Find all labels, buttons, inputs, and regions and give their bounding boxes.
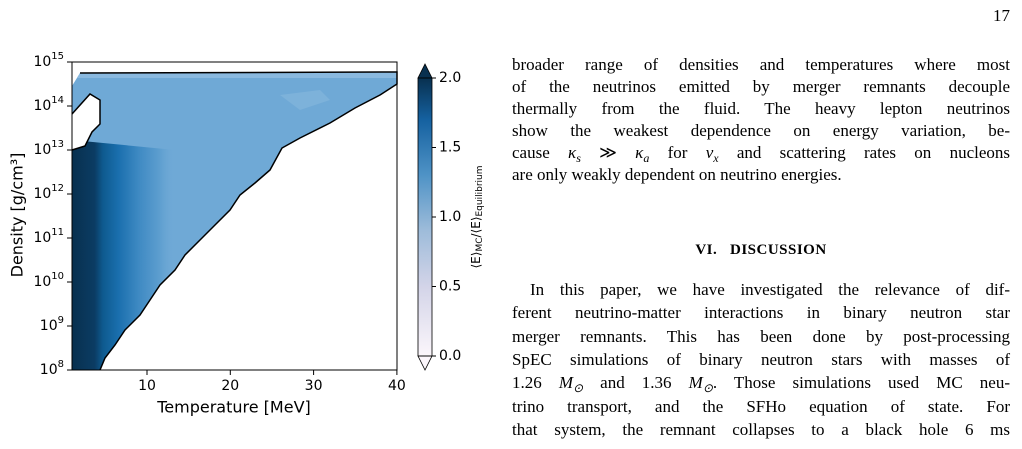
text-span: cause <box>512 143 569 162</box>
text-line: are only weakly dependent on neutrino en… <box>512 165 1010 185</box>
y-tick-label: 109 <box>40 315 64 334</box>
figure: Temperature [MeV] Density [g/cm³] ⟨E⟩MC/… <box>8 51 485 417</box>
text-line: 1.26 M⊙ and 1.36 M⊙. Those simulations u… <box>512 373 1010 398</box>
text-span: merger remnants. This has been done by p… <box>512 326 1010 346</box>
y-tick-label: 108 <box>40 359 64 378</box>
tick-base: 10 <box>33 274 51 290</box>
colorbar-tick-label: 0.0 <box>439 348 461 364</box>
text-span: In this paper, we have investigated the … <box>530 280 1010 299</box>
tick-exp: 14 <box>51 95 64 106</box>
section-title: DISCUSSION <box>729 242 827 258</box>
text-line: that system, the remnant collapses to a … <box>512 420 1010 440</box>
boundary <box>71 93 101 151</box>
colorbar <box>418 78 432 356</box>
text-line: SpEC simulations of binary neutron stars… <box>512 350 1010 370</box>
tick-exp: 10 <box>51 271 64 282</box>
y-tick-label: 1012 <box>33 183 64 202</box>
text-span: ⊙ <box>702 381 713 396</box>
text-line: In this paper, we have investigated the … <box>512 280 1010 300</box>
label-part: /⟨E⟩ <box>469 216 483 237</box>
text-line: of the neutrinos emitted by merger remna… <box>512 77 1010 97</box>
colorbar-tick-label: 1.5 <box>439 140 461 156</box>
x-tick-label: 40 <box>388 378 406 394</box>
text-span: that system, the remnant collapses to a … <box>512 419 1010 439</box>
text-line: cause κs ≫ κa for νx and scattering rate… <box>512 143 1010 168</box>
section-heading: VI. DISCUSSION <box>512 242 1010 259</box>
tick-base: 10 <box>33 142 51 158</box>
text-span: and 1.36 <box>583 373 689 393</box>
text-span: ferent neutrino-matter interactions in b… <box>512 303 1010 323</box>
label-part: Equilibrium <box>475 165 485 216</box>
text-span: of the neutrinos emitted by merger remna… <box>512 77 1010 96</box>
page-number: 17 <box>993 6 1010 25</box>
y-tick-label: 1014 <box>33 95 64 114</box>
tick-exp: 15 <box>51 51 64 62</box>
colorbar-tick-label: 1.0 <box>439 209 461 225</box>
text-line: ferent neutrino-matter interactions in b… <box>512 303 1010 323</box>
text-span: broader range of densities and temperatu… <box>512 55 1010 74</box>
text-span: M <box>688 373 703 393</box>
text-span: show the weakest dependence on energy va… <box>512 121 1010 140</box>
tick-base: 10 <box>33 230 51 246</box>
tick-base: 10 <box>40 362 58 378</box>
tick-exp: 9 <box>58 315 64 326</box>
label-part: MC <box>475 237 485 251</box>
text-span: M <box>558 373 574 393</box>
text-span: and scattering rates on nucleons <box>718 143 1010 162</box>
x-tick-label: 20 <box>221 378 239 394</box>
tick-base: 10 <box>33 54 51 70</box>
tick-exp: 8 <box>58 359 64 370</box>
y-tick-label: 1010 <box>33 271 64 290</box>
plot-frame <box>71 61 398 371</box>
text-line: show the weakest dependence on energy va… <box>512 121 1010 141</box>
text-span: κ <box>635 143 644 162</box>
y-tick-label: 1013 <box>33 139 64 158</box>
tick-exp: 13 <box>51 139 64 150</box>
label-part: ⟨E⟩ <box>469 252 483 269</box>
text-span: x <box>713 151 719 165</box>
text-span: . Those simulations used MC neu- <box>712 373 1011 393</box>
text-span: SpEC simulations of binary neutron stars… <box>512 349 1010 369</box>
text-line: broader range of densities and temperatu… <box>512 55 1010 75</box>
text-span: ⊙ <box>573 381 584 396</box>
tick-base: 10 <box>33 98 51 114</box>
text-span: thermally from the fluid. The heavy lept… <box>512 99 1010 118</box>
tick-base: 10 <box>40 318 58 334</box>
tick-base: 10 <box>33 186 51 202</box>
tick-exp: 11 <box>51 227 64 238</box>
text-span: 1.26 <box>512 373 559 393</box>
text-line: trino transport, and the SFHo equation o… <box>512 397 1010 417</box>
x-tick-label: 10 <box>138 378 156 394</box>
text-span: ≫ <box>580 143 636 162</box>
tick-exp: 12 <box>51 183 64 194</box>
colorbar-tick-label: 0.5 <box>439 279 461 295</box>
colorbar-tick-label: 2.0 <box>439 70 461 86</box>
y-tick-label: 1011 <box>33 227 64 246</box>
colorbar-extend <box>417 355 433 371</box>
text-span: κ <box>568 143 577 162</box>
x-tick-label: 30 <box>305 378 323 394</box>
text-span: s <box>576 151 581 165</box>
section-number: VI. <box>695 242 718 258</box>
text-line: thermally from the fluid. The heavy lept… <box>512 99 1010 119</box>
colorbar-label: ⟨E⟩MC/⟨E⟩Equilibrium <box>469 165 485 268</box>
text-span: ν <box>705 143 714 162</box>
y-tick-label: 1015 <box>33 51 64 70</box>
text-span: a <box>643 151 650 165</box>
x-axis-label: Temperature [MeV] <box>156 398 311 417</box>
text-span: are only weakly dependent on neutrino en… <box>512 165 842 184</box>
text-line: merger remnants. This has been done by p… <box>512 327 1010 347</box>
text-span: trino transport, and the SFHo equation o… <box>512 396 1010 416</box>
boundary <box>79 71 398 371</box>
y-axis-label: Density [g/cm³] <box>8 153 27 278</box>
colorbar-extend <box>417 63 433 79</box>
text-span: for <box>649 143 706 162</box>
